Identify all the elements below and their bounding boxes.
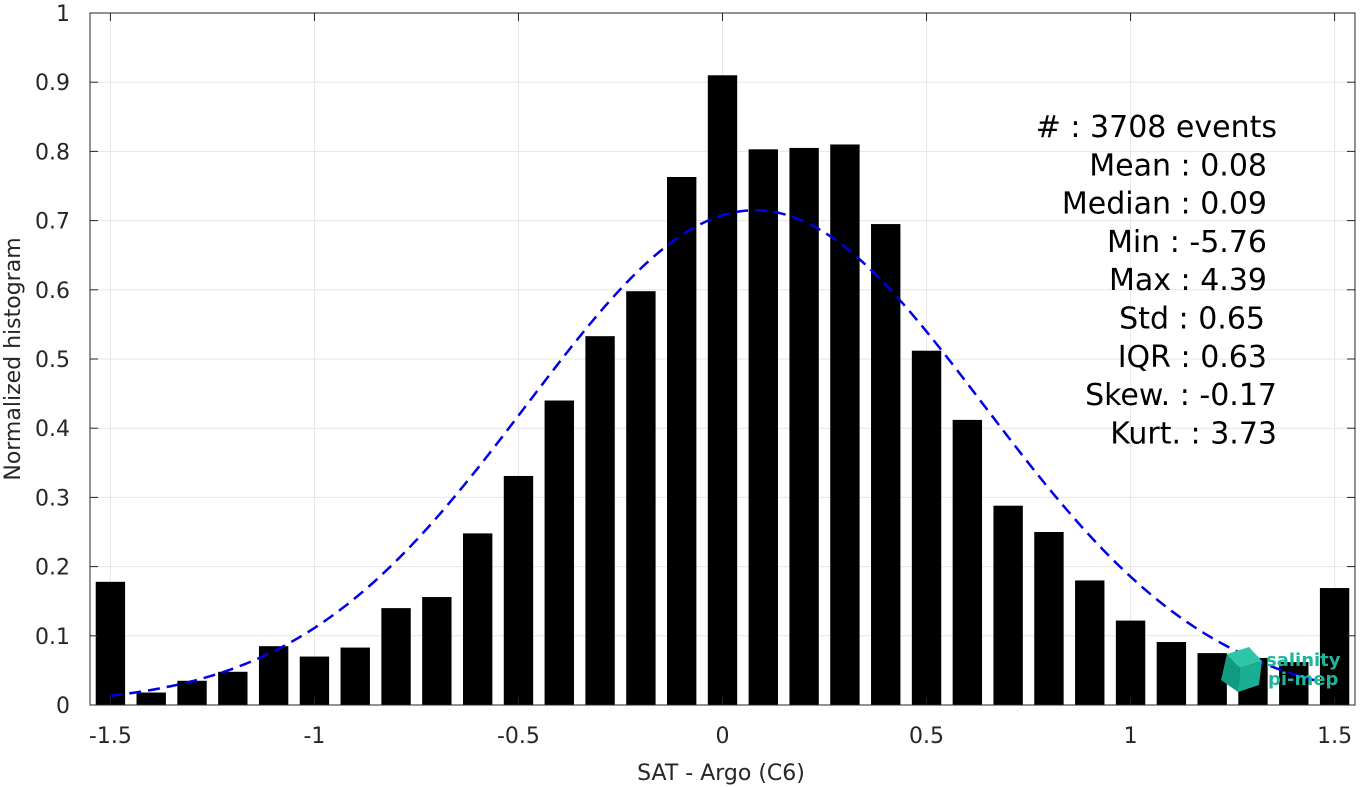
histogram-bar <box>626 291 656 705</box>
histogram-bar <box>95 581 126 705</box>
x-tick-label: 0 <box>716 724 730 749</box>
histogram-bar <box>218 671 248 705</box>
histogram-bar <box>1075 580 1105 705</box>
histogram-bar <box>871 224 901 705</box>
histogram-bar <box>1034 532 1064 705</box>
x-tick-label: 0.5 <box>909 724 944 749</box>
histogram-bar <box>1115 620 1146 705</box>
y-tick-label: 0.1 <box>35 625 70 650</box>
y-axis-ticks: 0 0.1 0.2 0.3 0.4 0.5 0.6 0.7 0.8 0.9 1 <box>35 2 1355 719</box>
y-tick-label: 0.7 <box>35 210 70 235</box>
x-tick-label: 1.5 <box>1317 724 1352 749</box>
y-tick-label: 1 <box>56 2 70 27</box>
stat-line: Kurt. : 3.73 <box>1110 416 1277 451</box>
histogram-bar <box>177 680 207 705</box>
y-tick-label: 0.2 <box>35 556 70 581</box>
histogram-bar <box>789 147 819 705</box>
y-tick-label: 0.4 <box>35 417 70 442</box>
histogram-bar <box>422 597 452 705</box>
histogram-bars <box>95 75 1350 706</box>
x-axis-ticks: -1.5 -1 -0.5 0 0.5 1 1.5 <box>89 13 1352 749</box>
y-tick-label: 0.8 <box>35 140 70 165</box>
y-tick-label: 0.3 <box>35 486 70 511</box>
histogram-bar <box>503 475 534 705</box>
x-tick-label: -1.5 <box>89 724 132 749</box>
stat-line: Median : 0.09 <box>1062 187 1267 222</box>
x-tick-label: -0.5 <box>497 724 540 749</box>
logo-text-salinity: salinity <box>1266 650 1341 671</box>
histogram-bar <box>462 533 493 705</box>
x-tick-label: -1 <box>303 724 325 749</box>
histogram-bar <box>707 75 738 705</box>
histogram-bar <box>299 656 330 705</box>
stat-line: IQR : 0.63 <box>1118 340 1267 375</box>
fit-curve <box>110 208 1315 698</box>
histogram-bar <box>993 505 1023 705</box>
histogram-bar <box>830 144 860 706</box>
logo-cube-icon <box>1221 647 1262 692</box>
y-tick-label: 0.9 <box>35 71 70 96</box>
logo-text-pimep: pi-mep <box>1268 669 1338 690</box>
y-tick-label: 0.5 <box>35 348 70 373</box>
stat-line: Max : 4.39 <box>1109 263 1267 298</box>
histogram-bar <box>667 177 697 705</box>
histogram-bar <box>1279 662 1309 705</box>
x-tick-label: 1 <box>1124 724 1138 749</box>
histogram-bar <box>544 400 574 705</box>
histogram-bar <box>1319 588 1350 705</box>
y-axis-label: Normalized histogram <box>1 237 26 480</box>
stat-line: # : 3708 events <box>1036 110 1277 145</box>
histogram-bar <box>911 350 942 705</box>
histogram-bar <box>136 692 166 705</box>
histogram-bar <box>585 336 615 705</box>
histogram-bar <box>1156 642 1187 705</box>
stat-line: Std : 0.65 <box>1119 302 1265 337</box>
y-tick-label: 0.6 <box>35 279 70 304</box>
histogram-bar <box>381 608 411 705</box>
salinity-pimep-logo: salinity pi-mep <box>1221 647 1341 692</box>
histogram-bar <box>748 149 778 706</box>
stat-line: Skew. : -0.17 <box>1085 378 1277 413</box>
stat-line: Min : -5.76 <box>1107 225 1267 260</box>
stat-line: Mean : 0.08 <box>1089 148 1267 183</box>
x-axis-label: SAT - Argo (C6) <box>637 761 805 786</box>
histogram-bar <box>952 419 983 705</box>
y-tick-label: 0 <box>56 694 70 719</box>
histogram-bar <box>340 647 370 705</box>
